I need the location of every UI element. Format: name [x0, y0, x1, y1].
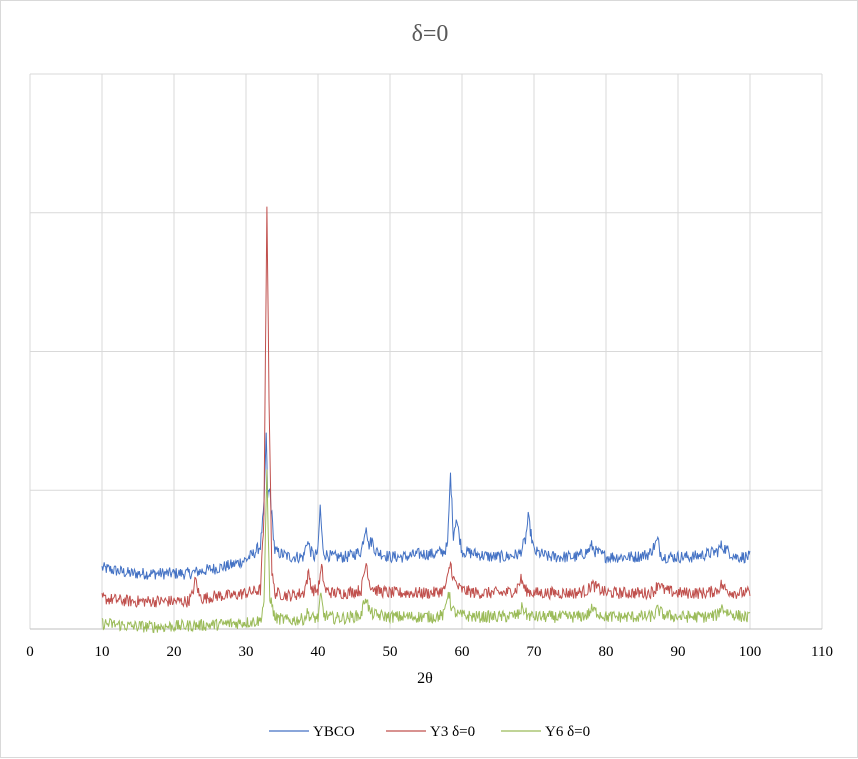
x-tick-label: 50 — [383, 644, 398, 660]
legend-label-0: YBCO — [313, 724, 355, 740]
x-tick-label: 110 — [811, 644, 833, 660]
x-tick-label: 10 — [95, 644, 110, 660]
series-line-2 — [101, 469, 751, 634]
series-line-1 — [101, 206, 751, 608]
legend: YBCO Y3 δ=0 Y6 δ=0 — [269, 724, 590, 740]
x-axis-title: 2θ — [417, 670, 433, 687]
legend-label-1: Y3 δ=0 — [430, 724, 475, 740]
x-tick-label: 60 — [455, 644, 470, 660]
x-tick-label: 20 — [167, 644, 182, 660]
x-tick-label: 70 — [527, 644, 542, 660]
x-tick-label: 90 — [671, 644, 686, 660]
x-tick-label: 0 — [26, 644, 34, 660]
legend-label-2: Y6 δ=0 — [545, 724, 590, 740]
x-tick-label: 40 — [311, 644, 326, 660]
x-tick-labels: 0 10 20 30 40 50 60 70 80 90 100 110 — [26, 644, 833, 660]
x-tick-label: 30 — [239, 644, 254, 660]
x-tick-label: 100 — [739, 644, 762, 660]
grid-layer — [29, 73, 823, 630]
series-line-0 — [101, 432, 751, 580]
chart-title: δ=0 — [412, 21, 449, 47]
series-layer — [101, 206, 751, 634]
x-tick-label: 80 — [599, 644, 614, 660]
